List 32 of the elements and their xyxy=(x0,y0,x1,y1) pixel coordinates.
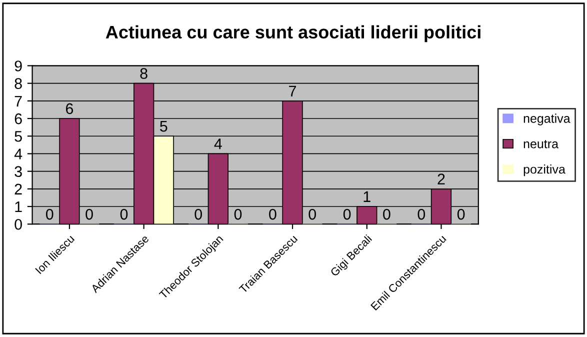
chart-title: Actiunea cu care sunt asociati liderii politici xyxy=(106,25,480,42)
legend-label: neutra xyxy=(524,140,558,148)
data-label: 4 xyxy=(214,138,222,150)
data-label: 0 xyxy=(383,208,390,220)
y-tick-label: 2 xyxy=(14,184,22,194)
y-tick-label: 5 xyxy=(14,131,22,142)
y-tick-label: 1 xyxy=(15,202,22,212)
y-tick-label: 3 xyxy=(14,166,22,177)
y-tick-label: 4 xyxy=(14,148,22,160)
data-label: 0 xyxy=(308,208,316,220)
data-label: 2 xyxy=(438,174,445,184)
data-label: 0 xyxy=(457,208,465,220)
y-tick-label: 9 xyxy=(14,60,22,72)
data-label: 8 xyxy=(140,68,148,79)
data-label: 0 xyxy=(418,208,426,220)
data-label: 0 xyxy=(120,208,128,220)
data-label: 7 xyxy=(289,86,296,96)
data-label: 0 xyxy=(46,208,54,220)
data-label: 0 xyxy=(269,208,276,220)
data-label: 0 xyxy=(194,208,202,220)
data-label: 0 xyxy=(86,208,93,220)
data-label: 1 xyxy=(364,191,370,202)
y-tick-label: 8 xyxy=(14,78,22,89)
y-tick-label: 6 xyxy=(14,113,22,124)
legend-label: pozitiva xyxy=(524,164,566,176)
y-tick-label: 0 xyxy=(14,218,22,230)
y-tick-label: 7 xyxy=(14,96,22,106)
data-label: 0 xyxy=(343,208,351,220)
data-label: 0 xyxy=(234,208,242,220)
legend-label: negativa xyxy=(524,114,570,126)
data-label: 5 xyxy=(160,121,168,132)
data-label: 6 xyxy=(66,103,74,114)
